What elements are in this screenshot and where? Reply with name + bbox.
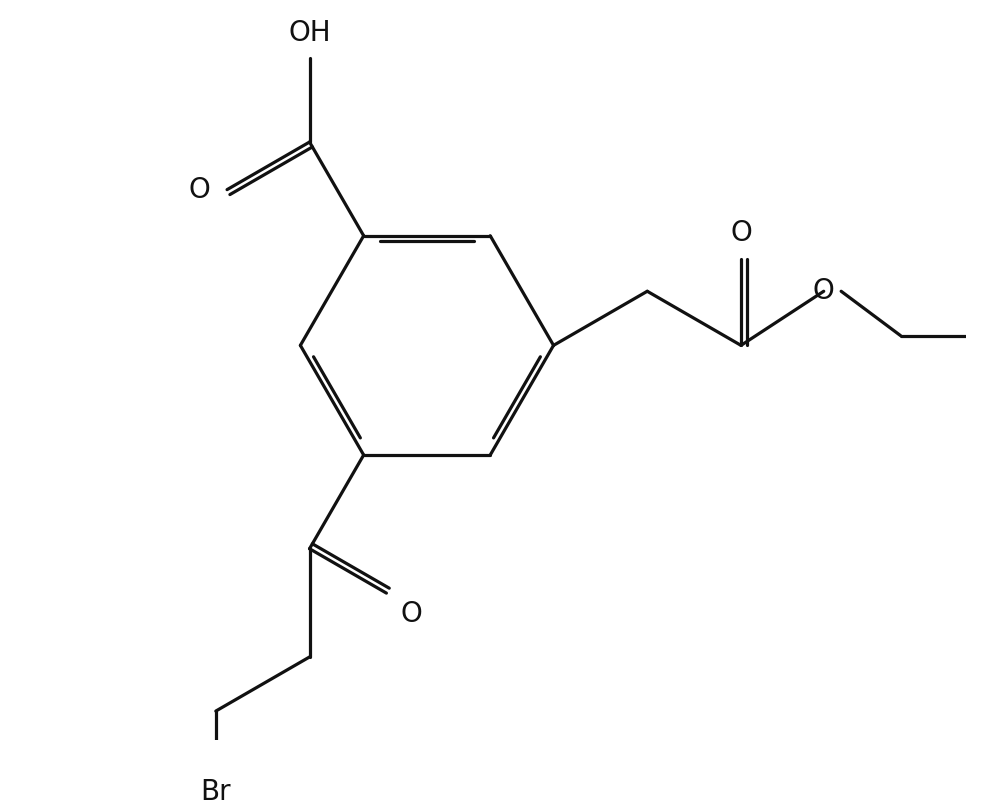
Text: Br: Br bbox=[201, 778, 231, 802]
Text: O: O bbox=[188, 176, 211, 204]
Text: O: O bbox=[812, 277, 835, 306]
Text: O: O bbox=[730, 219, 752, 247]
Text: O: O bbox=[400, 601, 422, 629]
Text: OH: OH bbox=[288, 18, 331, 47]
